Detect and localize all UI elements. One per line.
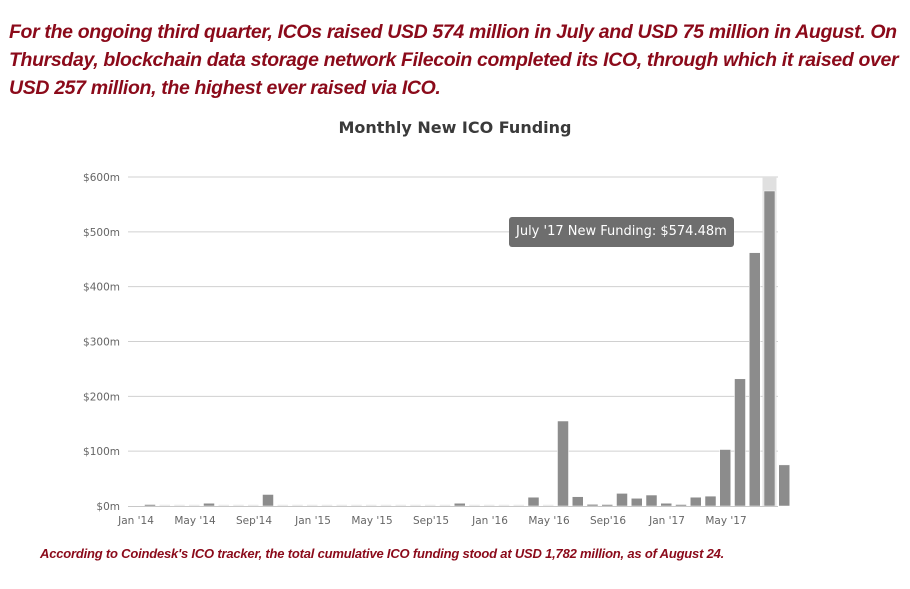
bar-may-15[interactable] <box>380 504 392 507</box>
bar-sep-16[interactable] <box>616 493 628 507</box>
footnote-text: According to Coindesk's ICO tracker, the… <box>40 546 725 561</box>
bar-jan-14[interactable] <box>144 504 156 507</box>
bar-feb-14[interactable] <box>159 504 171 507</box>
bar-feb-15[interactable] <box>336 504 348 507</box>
bar-jul-16[interactable] <box>586 504 599 507</box>
bar-nov-15[interactable] <box>468 504 481 507</box>
bar-dec-16[interactable] <box>660 503 672 507</box>
bar-oct-16[interactable] <box>631 498 643 507</box>
x-tick-label: Jan '14 <box>117 515 154 527</box>
bar-aug-14[interactable] <box>247 504 259 507</box>
bar-mar-15[interactable] <box>350 504 363 507</box>
x-axis-ticks: Jan '14 May '14 Sep'14 Jan '15 May '15 Sep'15… <box>117 515 747 527</box>
x-tick-label: May '17 <box>705 515 746 527</box>
bar-mar-17[interactable] <box>704 495 717 507</box>
headline-text: For the ongoing third quarter, ICOs rais… <box>9 21 899 99</box>
bar-mar-14[interactable] <box>173 504 186 507</box>
bar-may-17[interactable] <box>734 378 746 507</box>
x-tick-label: Sep'16 <box>590 515 626 527</box>
bar-jun-17[interactable] <box>749 252 761 507</box>
bar-sep-15[interactable] <box>439 504 451 507</box>
bar-may-16[interactable] <box>557 420 569 507</box>
bar-aug-15[interactable] <box>424 504 436 507</box>
y-tick-label: $0m <box>96 501 120 513</box>
bars <box>144 190 790 507</box>
bar-sep-14[interactable] <box>262 494 274 507</box>
bar-dec-15[interactable] <box>483 504 495 507</box>
tooltip: July '17 New Funding: $574.48m <box>509 217 734 247</box>
x-tick-label: Jan '16 <box>471 515 508 527</box>
x-tick-label: Sep'15 <box>413 515 449 527</box>
bar-jul-15[interactable] <box>409 504 422 507</box>
bar-mar-16[interactable] <box>527 496 540 507</box>
bar-jul-14[interactable] <box>232 504 245 507</box>
bar-apr-17[interactable] <box>719 449 731 507</box>
y-tick-label: $300m <box>83 337 120 349</box>
bar-jan-17[interactable] <box>675 504 687 507</box>
bar-may-14[interactable] <box>203 503 215 507</box>
bar-jun-15[interactable] <box>395 504 407 507</box>
bar-oct-14[interactable] <box>277 504 289 507</box>
y-tick-label: $600m <box>83 172 120 184</box>
bar-jan-16[interactable] <box>498 504 510 507</box>
bar-jun-16[interactable] <box>572 496 584 507</box>
x-tick-label: May '16 <box>528 515 570 527</box>
bar-feb-16[interactable] <box>513 504 525 507</box>
bar-aug-16[interactable] <box>601 504 613 507</box>
chart-title: Monthly New ICO Funding <box>338 118 572 137</box>
y-tick-label: $400m <box>83 282 120 294</box>
bar-oct-15[interactable] <box>454 503 466 507</box>
x-tick-label: Jan '17 <box>648 515 685 527</box>
x-tick-label: May '14 <box>174 515 216 527</box>
bar-apr-15[interactable] <box>365 504 377 507</box>
y-tick-label: $500m <box>83 227 120 239</box>
y-tick-label: $100m <box>83 446 120 458</box>
x-tick-label: Jan '15 <box>294 515 331 527</box>
bar-jun-14[interactable] <box>218 504 230 507</box>
bar-dec-14[interactable] <box>306 504 318 507</box>
y-tick-label: $200m <box>83 391 120 403</box>
bar-apr-14[interactable] <box>188 504 200 507</box>
bar-nov-14[interactable] <box>291 504 304 507</box>
bar-jul-17[interactable] <box>763 190 776 507</box>
bar-nov-16[interactable] <box>645 494 658 507</box>
x-tick-label: May '15 <box>351 515 392 527</box>
x-tick-label: Sep'14 <box>236 515 272 527</box>
bar-aug-17[interactable] <box>778 464 790 507</box>
bar-apr-16[interactable] <box>542 504 554 507</box>
bar-feb-17[interactable] <box>690 496 702 507</box>
bar-jan-15[interactable] <box>321 504 333 507</box>
y-axis-ticks: $0m $100m $200m $300m $400m $500m $600m <box>83 172 120 513</box>
